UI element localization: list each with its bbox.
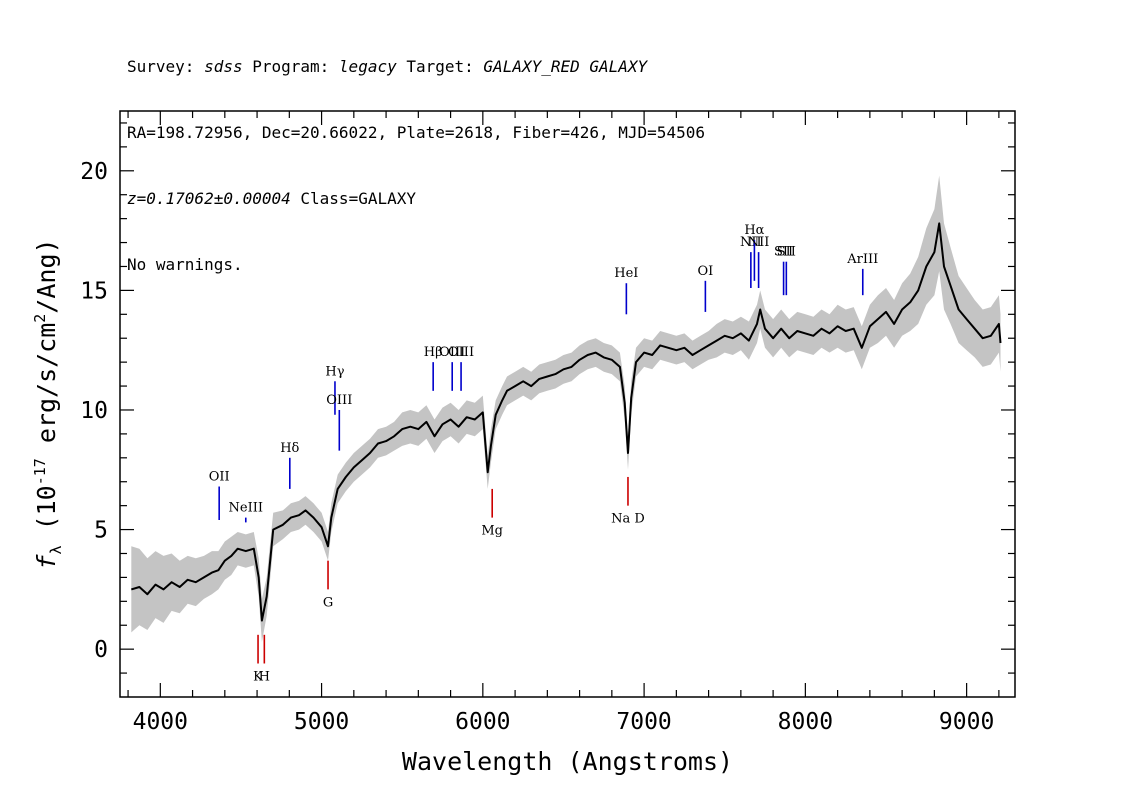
y-tick-labels: 0 5 10 15 20 <box>80 159 108 663</box>
spectrum-line <box>131 222 1002 622</box>
absorption-line-label: Mg <box>481 524 503 539</box>
header-line-warnings: No warnings. <box>127 255 243 274</box>
program-value: legacy <box>338 57 397 76</box>
spectrum-header: Survey: sdss Program: legacy Target: GAL… <box>127 12 705 298</box>
x-tick-label: 9000 <box>939 709 994 735</box>
y-tick-label: 15 <box>80 278 108 304</box>
class-value: Class=GALAXY <box>290 189 416 208</box>
flux-subscript: λ <box>47 545 65 554</box>
absorption-line-label: H <box>259 670 270 685</box>
x-tick-label: 5000 <box>294 709 349 735</box>
emission-line-label: OIII <box>439 345 465 360</box>
emission-line-label: NeIII <box>229 501 263 516</box>
survey-label: Survey: <box>127 57 205 76</box>
header-line-redshift: z=0.17062±0.00004 Class=GALAXY <box>127 188 705 210</box>
emission-line-label: NII <box>740 235 762 250</box>
y-tick-label: 10 <box>80 398 108 424</box>
ylabel-units: erg/s/cm <box>32 323 61 458</box>
ylabel-open: (10 <box>32 485 61 545</box>
emission-line-label: OIII <box>326 393 352 408</box>
emission-line-label: Hα <box>744 223 764 238</box>
flux-symbol: f <box>32 554 61 570</box>
ylabel-exponent: -17 <box>31 458 49 485</box>
emission-line-label: SII <box>777 245 796 260</box>
absorption-line-label: G <box>323 595 333 610</box>
survey-value: sdss <box>204 57 243 76</box>
target-label: Target: <box>396 57 484 76</box>
y-tick-label: 20 <box>80 159 108 185</box>
x-axis-title: Wavelength (Angstroms) <box>402 747 733 776</box>
axis-ticks <box>120 111 1015 697</box>
error-band-area <box>131 175 1001 642</box>
ylabel-squared: 2 <box>31 314 49 323</box>
header-line-coordinates: RA=198.72956, Dec=20.66022, Plate=2618, … <box>127 123 705 142</box>
error-band <box>131 175 1001 642</box>
emission-line-label: OI <box>697 264 713 279</box>
plot-frame <box>119 110 1016 698</box>
x-tick-label: 4000 <box>133 709 188 735</box>
emission-line-label: OII <box>209 470 230 485</box>
ylabel-end: /Ang) <box>32 238 61 313</box>
emission-line-label: Hδ <box>280 441 299 456</box>
emission-line-label: Hγ <box>325 364 344 379</box>
emission-line-label: NII <box>748 235 770 250</box>
emission-line-label: ArIII <box>846 252 878 267</box>
redshift-value: z=0.17062±0.00004 <box>127 189 291 208</box>
emission-line-label: HeI <box>614 266 638 281</box>
emission-line-label: Hβ <box>424 345 443 360</box>
absorption-line-label: Na D <box>611 512 645 527</box>
target-value: GALAXY_RED GALAXY <box>483 57 648 76</box>
absorption-line-label: K <box>253 670 263 685</box>
emission-line-label: OIII <box>448 345 474 360</box>
y-axis-title: fλ (10-17 erg/s/cm2/Ang) <box>31 238 65 569</box>
y-tick-label: 5 <box>94 518 108 544</box>
x-tick-labels: 4000 5000 6000 7000 8000 9000 <box>133 709 995 735</box>
y-tick-label: 0 <box>94 637 108 663</box>
x-tick-label: 7000 <box>616 709 671 735</box>
x-tick-label: 8000 <box>778 709 833 735</box>
program-label: Program: <box>242 57 339 76</box>
spectrum-layer <box>131 222 1002 622</box>
emission-line-label: SII <box>774 245 793 260</box>
header-line-survey: Survey: sdss Program: legacy Target: GAL… <box>127 56 705 78</box>
x-tick-label: 6000 <box>455 709 510 735</box>
